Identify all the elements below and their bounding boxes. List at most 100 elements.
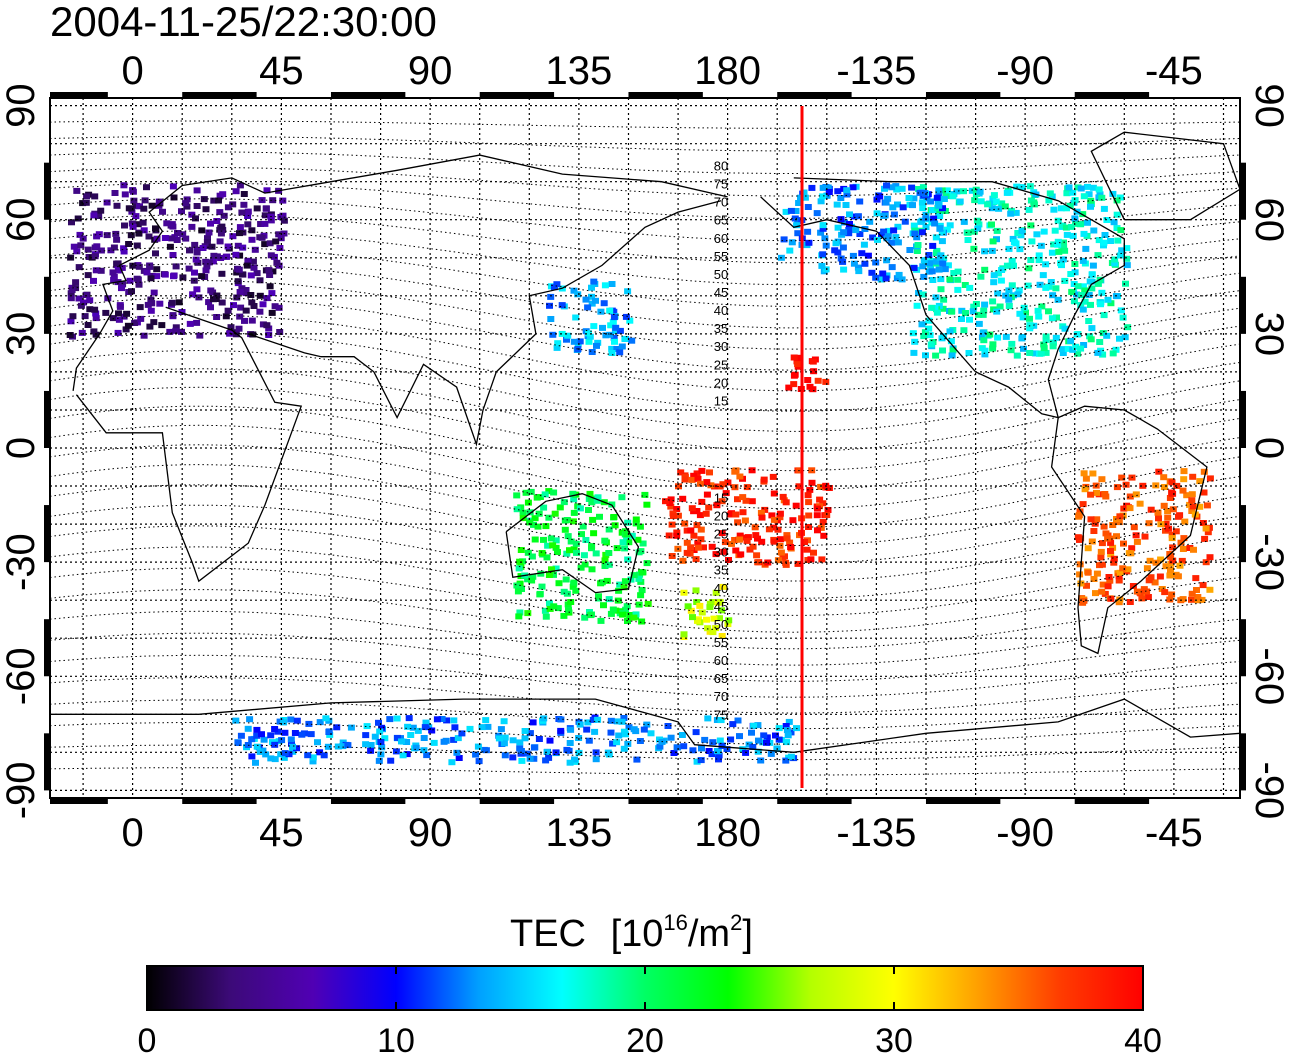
tec-cell — [842, 202, 850, 208]
tec-cell — [146, 323, 154, 330]
tec-cell — [116, 303, 124, 310]
tec-cell — [1049, 339, 1057, 346]
tec-cell — [563, 336, 570, 343]
tec-cell — [515, 565, 523, 572]
tec-cell — [546, 737, 554, 744]
tec-cell — [599, 324, 606, 331]
tec-cell — [804, 377, 812, 383]
tec-cell — [178, 309, 186, 315]
tec-cell — [381, 735, 389, 742]
tec-cell — [387, 757, 395, 764]
tec-cell — [856, 231, 864, 237]
tec-cell — [1084, 219, 1091, 226]
lon-tick-bottom: -135 — [836, 811, 916, 855]
tec-cell — [266, 240, 274, 247]
tec-cell — [1126, 505, 1134, 512]
tec-cell — [513, 492, 521, 499]
tec-cell — [814, 527, 821, 534]
tec-cell — [1052, 285, 1060, 292]
tec-cell — [143, 184, 150, 191]
tec-cell — [1054, 217, 1062, 224]
tec-cell — [918, 321, 926, 328]
tec-cell — [586, 612, 594, 619]
tec-cell — [975, 221, 983, 228]
tec-cell — [304, 752, 312, 759]
tec-cell — [224, 204, 232, 211]
tec-cell — [168, 235, 176, 242]
tec-cell — [265, 325, 273, 332]
tec-cell — [709, 739, 717, 746]
tec-cell — [103, 232, 111, 239]
tec-cell — [725, 557, 732, 563]
tec-cell — [367, 742, 375, 748]
tec-cell — [1077, 345, 1085, 352]
tec-cell — [980, 337, 988, 344]
contour-label-north: 55 — [714, 249, 728, 264]
tec-cell — [770, 538, 778, 545]
tec-cell — [386, 716, 394, 723]
tec-cell — [954, 286, 962, 293]
tec-cell — [1035, 252, 1043, 259]
tec-cell — [1100, 312, 1108, 319]
tec-cell — [877, 276, 885, 283]
tec-cell — [147, 275, 155, 282]
frame-bar-bottom — [182, 798, 257, 804]
tec-cell — [236, 313, 244, 320]
tec-cell — [92, 315, 100, 322]
tec-cell — [495, 735, 503, 742]
tec-cell — [1128, 545, 1136, 552]
tec-cell — [230, 302, 237, 309]
tec-cell — [884, 195, 892, 202]
tec-cell — [1085, 191, 1093, 198]
tec-cell — [928, 268, 936, 275]
tec-cell — [576, 505, 584, 512]
tec-cell — [777, 549, 785, 556]
tec-cell — [248, 317, 256, 324]
tec-cell — [787, 207, 795, 214]
tec-cell — [634, 536, 642, 543]
tec-cell — [121, 222, 128, 229]
tec-cell — [849, 184, 857, 191]
tec-cell — [398, 738, 405, 745]
tec-cell — [618, 494, 626, 501]
tec-cell — [1024, 282, 1032, 289]
tec-cell — [918, 217, 926, 224]
tec-cell — [960, 188, 967, 195]
tec-cell — [246, 716, 254, 723]
tec-cell — [1027, 197, 1035, 204]
tec-cell — [986, 331, 994, 338]
tec-cell — [971, 197, 979, 204]
tec-cell — [948, 352, 956, 359]
tec-cell — [776, 542, 784, 549]
tec-cell — [656, 743, 664, 750]
contour-label-south: 70 — [714, 689, 728, 704]
tec-cell — [589, 516, 597, 523]
tec-cell — [314, 739, 321, 746]
tec-cell — [864, 252, 872, 259]
tec-cell — [202, 258, 210, 265]
tec-cell — [937, 286, 945, 293]
tec-cell — [819, 519, 827, 525]
frame-bar-left — [44, 162, 50, 220]
tec-cell — [1180, 535, 1188, 542]
tec-cell — [809, 386, 817, 393]
tec-cell — [248, 299, 256, 306]
tec-cell — [1188, 590, 1196, 597]
tec-cell — [918, 229, 926, 236]
tec-cell — [1203, 502, 1211, 509]
tec-cell — [696, 602, 704, 609]
tec-cell — [732, 547, 740, 554]
tec-cell — [1105, 574, 1113, 580]
tec-cell — [277, 214, 285, 220]
tec-cell — [754, 748, 762, 755]
tec-cell — [185, 265, 193, 272]
tec-cell — [82, 292, 90, 299]
tec-cell — [81, 313, 89, 320]
tec-cell — [783, 739, 791, 746]
tec-cell — [603, 577, 611, 584]
tec-cell — [281, 750, 289, 757]
tec-cell — [526, 730, 534, 737]
tec-cell — [377, 739, 385, 745]
tec-cell — [220, 212, 228, 219]
tec-cell — [1162, 563, 1170, 570]
